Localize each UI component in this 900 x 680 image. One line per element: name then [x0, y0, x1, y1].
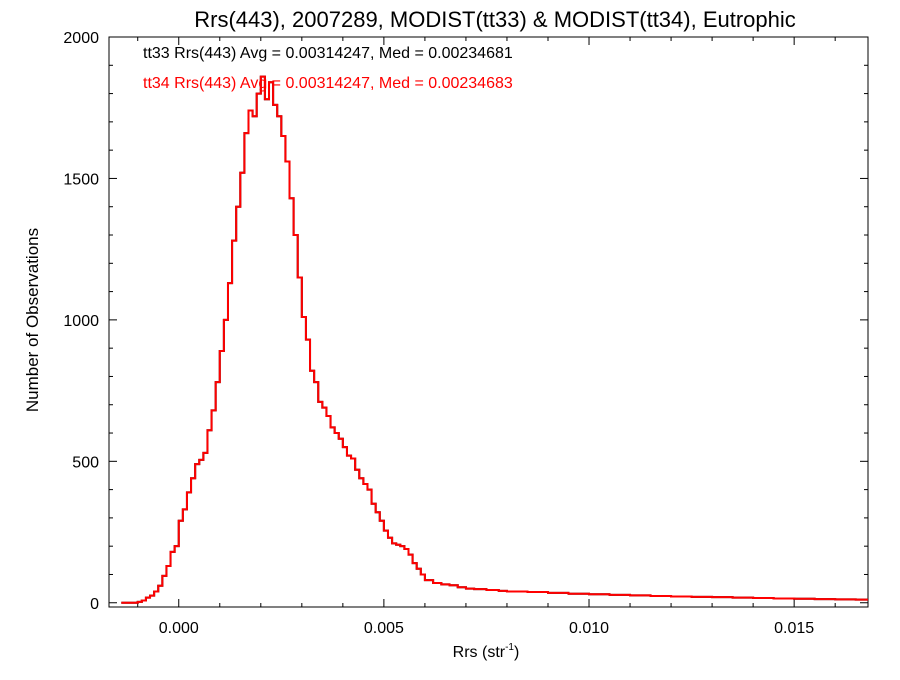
x-tick-label: 0.000 — [159, 620, 199, 637]
series-layer — [121, 75, 868, 604]
annotations: tt33 Rrs(443) Avg = 0.00314247, Med = 0.… — [143, 45, 513, 92]
y-tick-label: 0 — [90, 596, 99, 613]
y-tick-label: 2000 — [63, 30, 99, 47]
x-axis-label: Rrs (str-1) — [453, 642, 520, 661]
y-tick-label: 1000 — [63, 313, 99, 330]
x-axis-label-superscript: -1 — [505, 642, 514, 653]
x-axis-label-suffix: ) — [514, 644, 519, 661]
x-tick-label: 0.015 — [774, 620, 814, 637]
plot-frame — [108, 36, 869, 608]
y-tick-label: 500 — [72, 454, 99, 471]
annotation-text: tt33 Rrs(443) Avg = 0.00314247, Med = 0.… — [143, 45, 513, 62]
x-tick-label: 0.005 — [364, 620, 404, 637]
y-tick-label: 1500 — [63, 171, 99, 188]
chart-title: Rrs(443), 2007289, MODIST(tt33) & MODIST… — [194, 7, 796, 32]
series-tt33 — [121, 75, 868, 604]
y-axis-label: Number of Observations — [23, 228, 42, 412]
series-tt34 — [121, 75, 868, 604]
plot-border — [108, 36, 869, 608]
x-axis-label-main: Rrs (str — [453, 644, 506, 661]
annotation-text: tt34 Rrs(443) Avg = 0.00314247, Med = 0.… — [143, 75, 513, 92]
x-tick-label: 0.010 — [569, 620, 609, 637]
axis-ticks: 0.000 0.005 0.010 0.015 0 500 1000 1500 2000 — [63, 30, 868, 637]
